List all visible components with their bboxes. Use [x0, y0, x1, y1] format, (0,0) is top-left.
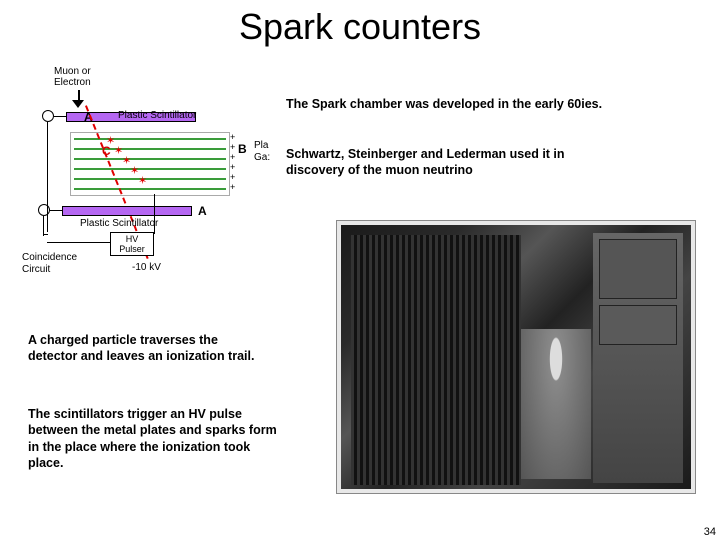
- photo-panel-2: [599, 305, 677, 345]
- intro-text: The Spark chamber was developed in the e…: [286, 96, 696, 112]
- pulser-label: Pulser: [115, 244, 149, 254]
- plus-5: +: [230, 172, 235, 182]
- arrow-head-icon: [72, 100, 84, 108]
- page-number: 34: [704, 526, 716, 538]
- wire-pulser-up: [154, 194, 155, 234]
- label-B: B: [238, 142, 247, 156]
- scintillator-label-lower: Plastic Scintillator: [80, 218, 158, 229]
- chamber-box: [70, 132, 230, 196]
- plate-5: [74, 178, 226, 180]
- hv-pulser-box: HV Pulser: [110, 232, 154, 256]
- wire-vert-upper: [47, 122, 48, 232]
- coincidence-label-1: Coincidence: [22, 252, 77, 263]
- plus-3: +: [230, 152, 235, 162]
- coincidence-label-2: Circuit: [22, 264, 50, 275]
- wire-merge: [43, 234, 48, 235]
- plus-4: +: [230, 162, 235, 172]
- left-paragraph-1: A charged particle traverses the detecto…: [28, 332, 268, 365]
- spark-chamber-diagram: Muon or Electron A Plastic Scintillator …: [22, 66, 272, 296]
- plate-3: [74, 158, 226, 160]
- plus-2: +: [230, 142, 235, 152]
- wire-upper: [54, 116, 66, 117]
- label-A-lower: A: [198, 204, 207, 218]
- plus-1: +: [230, 132, 235, 142]
- spark-5: ✶: [138, 174, 146, 187]
- spark-chamber-photo: [336, 220, 696, 494]
- pla-label: Pla: [254, 140, 268, 151]
- lower-scintillator: [62, 206, 192, 216]
- hv-label: HV: [115, 234, 149, 244]
- spark-4: ✶: [130, 164, 138, 177]
- plate-4: [74, 168, 226, 170]
- plate-6: [74, 188, 226, 190]
- left-paragraph-2: The scintillators trigger an HV pulse be…: [28, 406, 278, 471]
- plate-1: [74, 138, 226, 140]
- photo-person: [521, 329, 591, 479]
- wire-lower: [50, 210, 62, 211]
- spark-3: ✶: [122, 154, 130, 167]
- slide-title: Spark counters: [0, 0, 720, 48]
- plate-2: [74, 148, 226, 150]
- terminal-upper: [42, 110, 54, 122]
- wire-vert-lower: [43, 216, 44, 236]
- p2-line2: discovery of the muon neutrino: [286, 163, 473, 177]
- photo-content: [341, 225, 691, 489]
- plus-6: +: [230, 182, 235, 192]
- scintillator-label-upper: Plastic Scintillator: [118, 110, 196, 121]
- p2-line1: Schwartz, Steinberger and Lederman used …: [286, 147, 565, 161]
- photo-panel-1: [599, 239, 677, 299]
- wire-to-pulser: [47, 242, 110, 243]
- voltage-label: -10 kV: [132, 262, 161, 273]
- electron-label: Electron: [54, 77, 91, 88]
- spark-2: ✶: [114, 144, 122, 157]
- paragraph-2: Schwartz, Steinberger and Lederman used …: [286, 146, 696, 179]
- terminal-lower: [38, 204, 50, 216]
- gas-label: Ga:: [254, 152, 270, 163]
- photo-chamber-rack: [351, 235, 521, 485]
- muon-label: Muon or: [54, 66, 91, 77]
